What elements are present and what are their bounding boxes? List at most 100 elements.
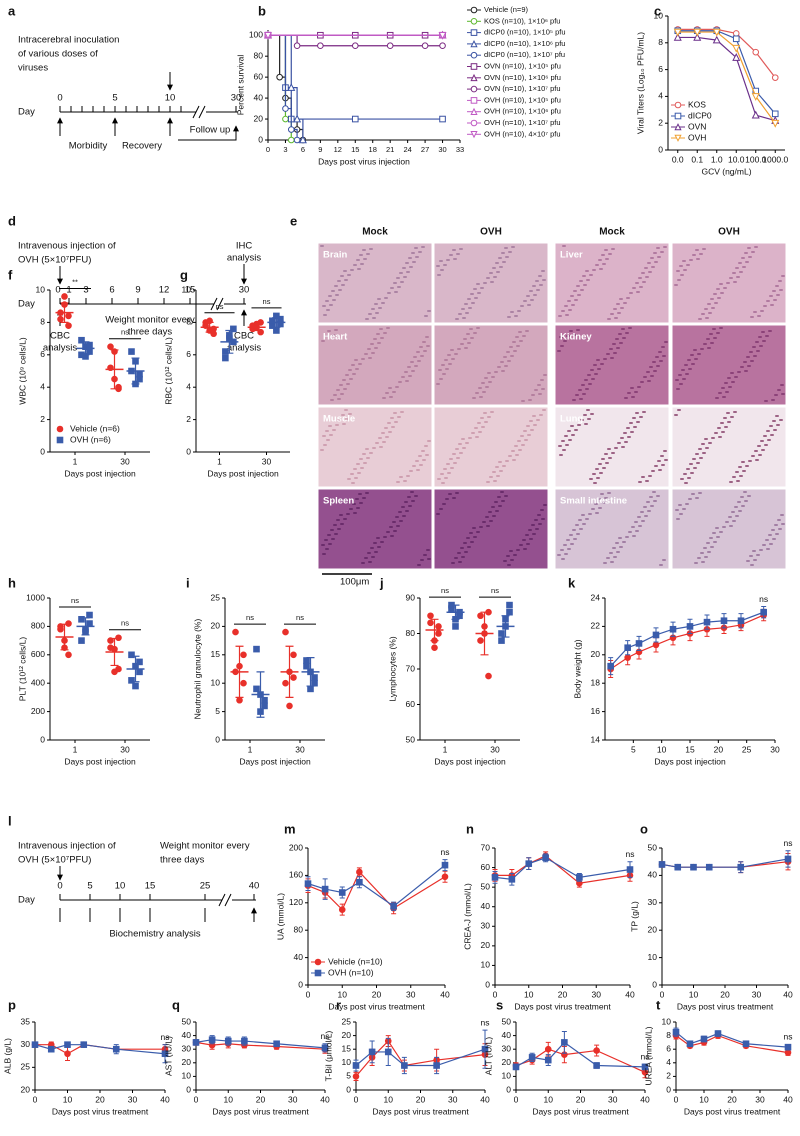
diagram-text: Intravenous injection of xyxy=(18,241,116,252)
data-point xyxy=(686,623,694,630)
dot xyxy=(435,623,442,630)
annotation: ns xyxy=(784,1032,793,1042)
significance-label: ns xyxy=(216,302,224,311)
data-point xyxy=(686,1040,694,1048)
day-label: 0 xyxy=(57,93,62,104)
data-point xyxy=(433,1062,440,1069)
x-axis-label: Days post virus treatment xyxy=(532,1106,629,1116)
sd-bar xyxy=(60,302,69,323)
dot xyxy=(307,685,314,693)
y-tick-label: 30 xyxy=(21,1039,31,1049)
data-point xyxy=(304,880,312,887)
y-tick-label: 25 xyxy=(342,1016,352,1026)
x-tick-label: 15 xyxy=(685,744,695,754)
x-tick-label: 24 xyxy=(403,145,411,154)
y-tick-label: 5 xyxy=(215,706,220,716)
data-point xyxy=(673,28,682,37)
legend-label: KOS xyxy=(688,99,706,109)
dot xyxy=(427,619,434,627)
dot xyxy=(273,327,280,334)
data-point xyxy=(714,1030,722,1037)
annotation: ns xyxy=(441,847,450,857)
legend-label: OVH xyxy=(688,132,706,142)
dot xyxy=(506,608,513,616)
y-axis-label: Neutrophil granulocyte (%) xyxy=(192,619,202,720)
data-point xyxy=(712,28,721,37)
x-axis-label: Days post virus treatment xyxy=(328,1001,425,1011)
dot xyxy=(282,679,289,687)
data-point xyxy=(241,1037,248,1045)
dot xyxy=(107,343,114,351)
y-tick-label: 200 xyxy=(31,706,45,716)
x-axis-label: Days post virus treatment xyxy=(514,1001,611,1011)
sd-bar xyxy=(256,671,265,718)
diagram-text: analysis xyxy=(43,343,78,354)
chart-r: r 0 5 10 15 20 25 0 10 20 30 40 T-Bil (μmol/L) Days p… xyxy=(323,997,490,1116)
x-tick-label: 40 xyxy=(480,1094,490,1104)
y-tick-label: 10 xyxy=(182,1071,192,1081)
y-tick-label: 6 xyxy=(186,349,191,359)
y-tick-label: 10 xyxy=(654,10,664,20)
data-point xyxy=(439,42,446,50)
y-tick-label: 0 xyxy=(485,979,490,989)
x-tick-label: 30 xyxy=(128,1094,138,1104)
micrograph xyxy=(671,488,787,570)
y-axis-label: UA (mmol/L) xyxy=(275,893,285,940)
x-tick-label: 20 xyxy=(720,989,730,999)
x-tick-label: 1 xyxy=(217,456,222,466)
x-tick-label: 0 xyxy=(33,1094,38,1104)
day-label: 30 xyxy=(239,285,250,296)
data-point xyxy=(626,866,634,873)
data-point xyxy=(401,1062,408,1069)
dot xyxy=(452,623,459,630)
data-point xyxy=(652,631,660,639)
data-point xyxy=(441,873,449,881)
micrograph-texture xyxy=(674,409,783,484)
series-line xyxy=(610,614,764,670)
y-tick-label: 30 xyxy=(182,1043,192,1053)
data-point xyxy=(512,1063,520,1071)
scale-label: 100μm xyxy=(340,577,369,588)
micrograph-texture xyxy=(437,409,546,484)
sd-bar xyxy=(60,623,69,651)
dot xyxy=(111,668,118,676)
sd-bar xyxy=(451,604,460,620)
dot xyxy=(128,348,135,355)
chart-n: n 0 10 20 30 40 50 60 70 0 10 20 30 40 CREA-J (mmol/L)… xyxy=(462,821,635,1011)
y-tick-label: 80 xyxy=(254,50,264,60)
dot xyxy=(86,620,93,627)
annotation: ns xyxy=(321,1031,330,1041)
tissue-label: Lung xyxy=(560,414,583,425)
dot xyxy=(86,348,93,355)
legend-label: Vehicle (n=6) xyxy=(70,423,120,433)
panel-letter: b xyxy=(258,3,266,18)
day-label: 30 xyxy=(231,93,242,104)
y-tick-label: 0 xyxy=(258,134,263,144)
data-point xyxy=(298,135,307,144)
legend-label: dICP0 (n=10), 1×10⁷ pfu xyxy=(484,50,565,59)
dot xyxy=(311,679,318,687)
data-point xyxy=(491,874,499,881)
dot xyxy=(427,612,434,620)
dot xyxy=(448,605,455,612)
y-tick-label: 18 xyxy=(591,677,601,687)
annotation: ns xyxy=(784,838,793,848)
dot xyxy=(222,354,229,362)
x-axis-label: Days post virus injection xyxy=(318,156,410,166)
data-point xyxy=(481,1045,489,1053)
data-point xyxy=(771,119,780,128)
x-tick-label: 20 xyxy=(727,1094,737,1104)
day-label: 10 xyxy=(165,93,176,104)
sd-bar xyxy=(81,617,90,636)
data-point xyxy=(652,641,660,649)
data-point xyxy=(525,860,533,867)
panel-letter: i xyxy=(186,575,190,590)
data-point xyxy=(293,136,301,144)
y-tick-label: 60 xyxy=(481,862,491,872)
y-tick-label: 0 xyxy=(298,979,303,989)
dot xyxy=(253,645,260,653)
data-point xyxy=(293,114,302,123)
dot xyxy=(136,668,143,676)
micrograph-texture xyxy=(321,491,431,566)
